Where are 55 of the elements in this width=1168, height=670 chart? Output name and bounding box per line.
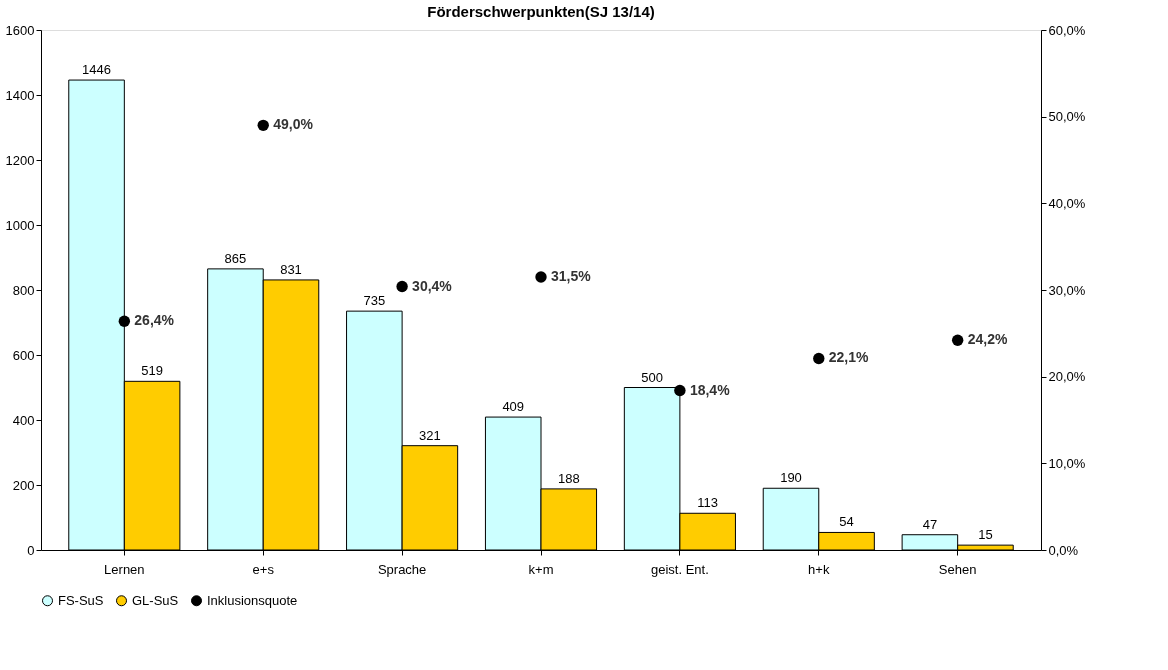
data-label: 30,4% [412,277,453,294]
data-label: 188 [557,470,580,486]
data-label: 24,2% [967,331,1008,348]
y-tick-label: 200 [12,477,35,493]
y2-tick-label: 20,0% [1048,369,1086,385]
point [118,315,131,327]
x-tick-label: Sprache [377,561,427,577]
y-tick-label: 600 [12,347,35,363]
data-label: 409 [502,399,525,415]
data-label: 31,5% [551,268,592,284]
point [813,352,825,365]
data-label: 190 [780,470,802,486]
data-label: 865 [224,250,247,266]
y2-tick-label: 60,0% [1048,22,1086,38]
data-label: 49,0% [273,116,314,133]
data-label: 735 [363,293,386,309]
data-label: 54 [839,514,854,530]
point [257,119,269,132]
y2-tick-label: 50,0% [1048,109,1086,125]
data-label: 1446 [82,62,112,78]
point [951,334,964,346]
y-tick-label: 1400 [5,87,35,103]
legend-label: Inklusionsquote [207,592,298,608]
y-tick-label: 1000 [5,217,35,233]
x-tick-label: Lernen [104,561,145,577]
y2-tick-label: 10,0% [1048,455,1086,471]
y2-tick-label: 30,0% [1048,282,1086,298]
data-label: 18,4% [689,381,731,398]
x-tick-label: Sehen [938,561,977,577]
legend-label: FS-SuS [58,592,104,608]
y-tick-label: 0 [27,542,35,558]
data-label: 15 [978,527,993,543]
data-label: 500 [641,369,663,385]
x-tick-label: k+m [528,561,554,577]
data-label: 47 [922,516,938,532]
legend-label: GL-SuS [132,592,179,608]
x-tick-label: e+s [252,561,275,577]
chart-title: Förderschwerpunkten(SJ 13/14) [427,3,655,20]
data-label: 831 [280,261,302,277]
point [535,271,547,283]
x-tick-label: geist. Ent. [650,561,709,577]
y-tick-label: 1600 [5,22,35,38]
y-tick-label: 800 [12,282,35,298]
y2-tick-label: 40,0% [1048,195,1086,211]
data-label: 321 [419,427,441,443]
data-label: 519 [141,363,163,379]
x-tick-label: h+k [808,561,830,577]
y-tick-label: 400 [12,412,35,428]
y2-tick-label: 0,0% [1048,542,1079,558]
point [674,384,686,397]
point [396,280,408,293]
y-tick-label: 1200 [5,152,35,168]
data-label: 113 [697,495,719,511]
data-label: 26,4% [134,312,175,329]
data-label: 22,1% [828,349,870,366]
